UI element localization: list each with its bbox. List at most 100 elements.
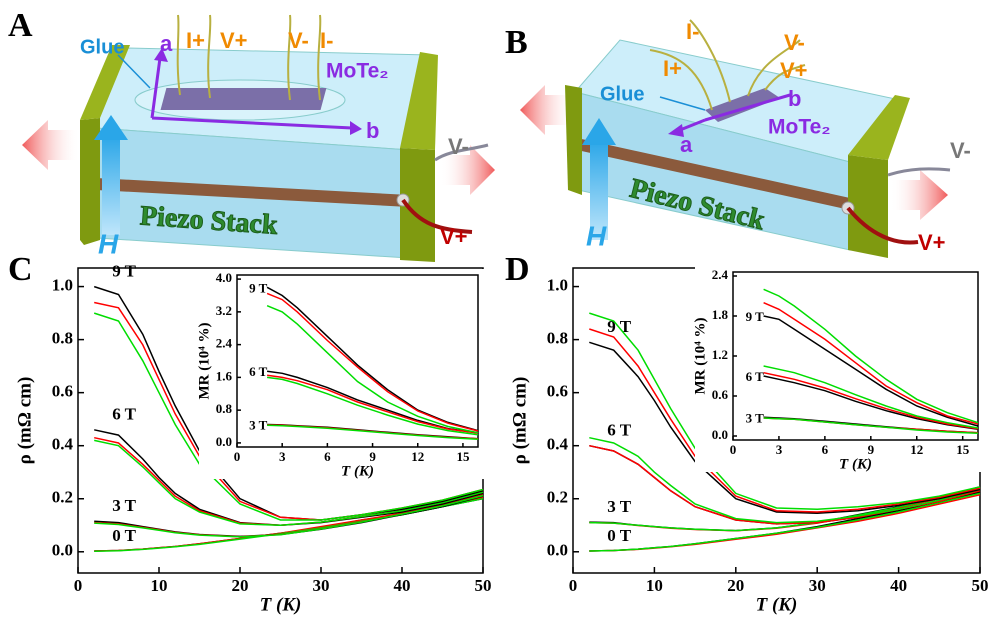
- lead-label: V+: [440, 224, 468, 249]
- arrow-right: [890, 170, 948, 220]
- x-tick-label: 20: [232, 576, 249, 595]
- y-axis-title: ρ (mΩ cm): [14, 377, 35, 465]
- x-tick-label: 0: [234, 449, 241, 464]
- axis-a-label: a: [680, 132, 693, 157]
- x-tick-label: 12: [411, 449, 424, 464]
- x-tick-label: 50: [972, 576, 989, 595]
- x-tick-label: 12: [910, 442, 923, 457]
- data-line: [94, 495, 483, 537]
- field-label: 0 T: [607, 526, 631, 545]
- y-tick-label: 0.2: [547, 488, 568, 507]
- inset-background: [695, 266, 986, 472]
- x-axis-title: T (K): [341, 463, 374, 479]
- contact-label: V-: [288, 28, 309, 53]
- y-tick-label: 0.8: [216, 401, 233, 416]
- end-cap-left: [565, 85, 582, 195]
- lead-label: V-: [950, 138, 971, 163]
- contact-label: I-: [320, 28, 333, 53]
- field-label: 3 T: [607, 497, 631, 516]
- glue-label: Glue: [600, 83, 644, 105]
- x-tick-label: 6: [324, 449, 331, 464]
- x-tick-label: 10: [646, 576, 663, 595]
- y-axis-title: MR (10⁴ %): [692, 318, 708, 395]
- field-label: 6 T: [112, 405, 136, 424]
- y-tick-label: 1.0: [547, 275, 568, 294]
- x-axis-title: T (K): [839, 456, 872, 472]
- data-line: [94, 496, 483, 536]
- y-tick-label: 1.8: [712, 307, 729, 322]
- panel-label: B: [505, 24, 528, 61]
- contact-label: V+: [780, 58, 808, 83]
- x-tick-label: 15: [956, 442, 970, 457]
- x-axis-title: T (K): [756, 594, 798, 615]
- y-tick-label: 1.0: [52, 275, 73, 294]
- field-label: 6 T: [607, 421, 631, 440]
- y-tick-label: 0.0: [52, 541, 73, 560]
- y-tick-label: 1.6: [216, 368, 233, 383]
- x-tick-label: 20: [727, 576, 744, 595]
- axis-a-label: a: [160, 31, 173, 56]
- x-tick-label: 15: [456, 449, 470, 464]
- field-label: 9 T: [249, 280, 268, 295]
- x-axis-title: T (K): [260, 594, 302, 615]
- y-tick-label: 0.6: [712, 387, 729, 402]
- field-arrow: [102, 135, 120, 235]
- panel-label: A: [8, 7, 33, 44]
- x-tick-label: 50: [475, 576, 492, 595]
- y-tick-label: 0.0: [216, 434, 232, 449]
- x-tick-label: 9: [868, 442, 875, 457]
- field-label: 6 T: [746, 369, 765, 384]
- sample-label: MoTe₂: [768, 116, 831, 139]
- y-tick-label: 3.2: [216, 303, 232, 318]
- contact-label: I-: [686, 19, 699, 44]
- data-line: [94, 496, 483, 537]
- x-tick-label: 10: [151, 576, 168, 595]
- axis-b-label: b: [366, 118, 379, 143]
- field-label: 6 T: [249, 364, 268, 379]
- y-tick-label: 2.4: [712, 267, 729, 282]
- y-tick-label: 0.8: [52, 329, 73, 348]
- field-label: H: [98, 228, 119, 259]
- x-tick-label: 0: [730, 442, 737, 457]
- panel-label: D: [505, 251, 530, 288]
- axis-b-label: b: [788, 86, 801, 111]
- field-label: H: [586, 220, 607, 251]
- x-tick-label: 0: [74, 576, 83, 595]
- y-tick-label: 0.4: [547, 435, 569, 454]
- sample: [161, 88, 327, 110]
- y-axis-title: MR (10⁴ %): [196, 323, 212, 400]
- schematic-b: B I- I+ V- V+ Glue b a MoTe₂ Piezo Stack…: [505, 19, 971, 258]
- schematic-a: A Glue a I+ V+ V- I- MoTe₂ b Piezo Stack…: [8, 7, 495, 262]
- lead-v-minus: [888, 169, 950, 175]
- contact-label: I+: [186, 28, 205, 53]
- lead-label: V+: [918, 230, 946, 255]
- x-tick-label: 40: [394, 576, 411, 595]
- glue-label: Glue: [80, 36, 124, 58]
- x-tick-label: 30: [313, 576, 330, 595]
- panel-label: C: [8, 251, 33, 288]
- y-tick-label: 0.4: [52, 435, 74, 454]
- y-tick-label: 0.0: [712, 427, 728, 442]
- field-label: 9 T: [112, 261, 136, 280]
- y-tick-label: 0.6: [547, 382, 568, 401]
- arrow-left: [22, 120, 80, 170]
- x-tick-label: 6: [822, 442, 829, 457]
- field-label: 3 T: [249, 417, 268, 432]
- x-tick-label: 3: [279, 449, 286, 464]
- y-tick-label: 0.0: [547, 541, 568, 560]
- sample-label: MoTe₂: [326, 60, 389, 83]
- data-line: [589, 488, 980, 531]
- x-tick-label: 0: [569, 576, 578, 595]
- field-label: 3 T: [112, 496, 136, 515]
- y-axis-title: ρ (mΩ cm): [509, 377, 530, 465]
- x-tick-label: 30: [809, 576, 826, 595]
- contact-label: V-: [784, 30, 805, 55]
- x-tick-label: 3: [776, 442, 783, 457]
- y-tick-label: 1.2: [712, 347, 728, 362]
- x-tick-label: 9: [369, 449, 376, 464]
- field-label: 9 T: [746, 309, 765, 324]
- y-tick-label: 0.6: [52, 382, 73, 401]
- y-tick-label: 4.0: [216, 270, 232, 285]
- contact-label: V+: [220, 28, 248, 53]
